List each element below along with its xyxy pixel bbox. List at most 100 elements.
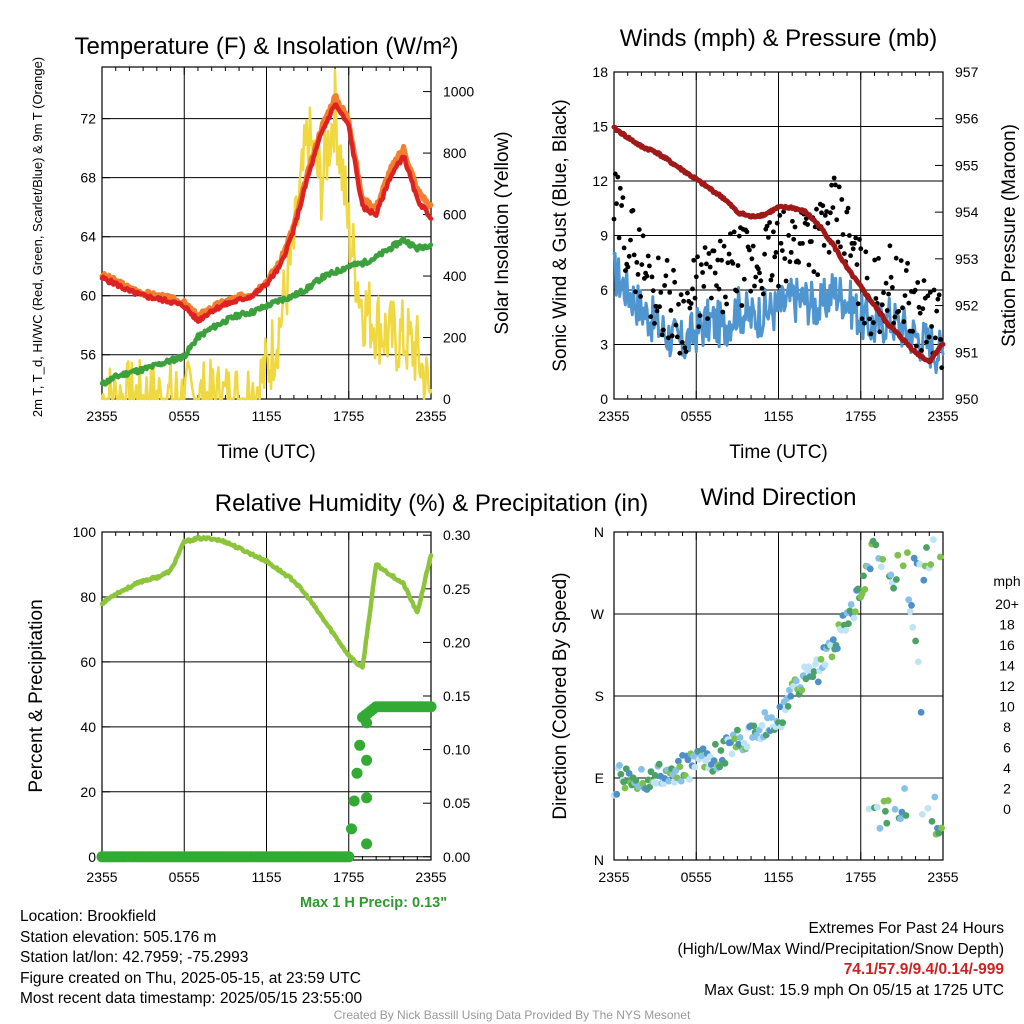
max-precip-annotation: Max 1 H Precip: 0.13" xyxy=(300,895,448,911)
y-tick-label: 20 xyxy=(80,784,96,800)
gust-point xyxy=(863,249,869,255)
gust-point xyxy=(835,239,841,245)
gust-point xyxy=(664,258,670,263)
precip-point xyxy=(361,754,373,766)
y-tick-label: W xyxy=(591,606,605,622)
direction-point xyxy=(632,777,640,784)
y-tick-label: E xyxy=(595,770,604,786)
gust-point xyxy=(681,298,686,304)
gust-point xyxy=(711,248,717,254)
gust-point xyxy=(935,296,941,302)
y2-tick-label: 954 xyxy=(955,204,979,220)
gust-point xyxy=(779,248,785,254)
gust-point xyxy=(771,229,776,235)
gust-point xyxy=(706,251,712,256)
gust-point xyxy=(755,266,761,272)
gust-point xyxy=(836,184,842,190)
precip-point xyxy=(351,767,363,779)
gust-point xyxy=(939,365,945,371)
direction-point xyxy=(712,740,719,748)
x-tick-label: 1155 xyxy=(763,869,793,885)
gust-point xyxy=(903,268,909,273)
x-tick-label: 1155 xyxy=(763,408,793,424)
gust-point xyxy=(717,238,723,244)
series-line xyxy=(99,236,434,387)
plot-frame xyxy=(101,66,432,400)
gust-point xyxy=(663,273,669,279)
direction-point xyxy=(828,653,836,661)
gust-point xyxy=(772,254,778,260)
precip-point xyxy=(361,792,373,804)
y2-tick-label: 950 xyxy=(955,391,979,407)
gust-point xyxy=(805,222,810,227)
gust-point xyxy=(796,259,802,265)
y2-tick-label: 956 xyxy=(955,111,979,127)
station-info: Location: Brookfield Station elevation: … xyxy=(20,907,362,1010)
colorbar-tick-label: 6 xyxy=(1003,739,1011,755)
gust-point xyxy=(696,324,702,330)
y2-tick-label: 0.25 xyxy=(443,581,470,597)
precip-point xyxy=(348,795,360,807)
direction-point xyxy=(904,549,911,556)
gust-point xyxy=(766,235,771,240)
recent-text: Most recent data timestamp: 2025/05/15 2… xyxy=(20,990,363,1008)
gust-point xyxy=(655,255,661,261)
y2-tick-label: 200 xyxy=(443,330,467,346)
gust-point xyxy=(662,283,667,288)
gust-point xyxy=(659,332,665,338)
direction-point xyxy=(743,743,751,751)
direction-point xyxy=(613,790,621,798)
gust-point xyxy=(929,324,934,329)
gust-point xyxy=(649,274,655,280)
direction-point xyxy=(917,709,925,716)
gust-point xyxy=(892,314,898,320)
gust-point xyxy=(884,308,890,313)
gust-point xyxy=(847,233,852,238)
y2-tick-label: 951 xyxy=(955,344,979,360)
direction-point xyxy=(834,645,841,652)
gust-point xyxy=(628,237,633,243)
gust-point xyxy=(716,286,722,292)
gust-point xyxy=(697,313,703,318)
gust-point xyxy=(806,262,812,268)
gust-point xyxy=(783,278,789,284)
y2-axis-label: Solar Insolation (Yellow) xyxy=(492,131,513,334)
gust-point xyxy=(683,349,689,354)
direction-point xyxy=(854,585,862,593)
gust-point xyxy=(921,278,927,283)
gust-point xyxy=(731,229,737,235)
gust-point xyxy=(630,208,636,213)
gust-point xyxy=(781,209,786,215)
gust-point xyxy=(653,303,659,309)
direction-point xyxy=(851,608,859,616)
direction-point xyxy=(646,783,653,791)
gust-point xyxy=(691,257,697,263)
precip-point xyxy=(425,701,437,713)
direction-point xyxy=(910,554,918,562)
x-tick-label: 2355 xyxy=(927,869,958,885)
series-line xyxy=(100,68,433,401)
gust-point xyxy=(621,245,627,251)
direction-point xyxy=(810,668,818,675)
gust-point xyxy=(867,316,872,322)
direction-point xyxy=(924,805,932,812)
gust-point xyxy=(872,257,878,263)
gust-point xyxy=(658,290,664,295)
colorbar-tick-label: 18 xyxy=(999,617,1015,633)
gust-point xyxy=(814,206,819,212)
y-tick-label: 0 xyxy=(88,849,96,865)
gust-point xyxy=(616,235,622,241)
gust-point xyxy=(844,209,850,215)
colorbar-tick-label: 10 xyxy=(999,699,1015,715)
gust-point xyxy=(893,255,899,261)
gust-point xyxy=(749,256,755,262)
direction-point xyxy=(914,658,922,666)
direction-point xyxy=(734,726,741,734)
direction-point xyxy=(787,692,795,700)
precip-point xyxy=(361,717,373,729)
gust-point xyxy=(883,280,889,286)
gust-point xyxy=(906,300,912,306)
direction-point xyxy=(928,818,936,825)
panel-1: 2355 0555 1155 1755 2355 56 60 64 68 72 0 200 400 600… xyxy=(30,33,513,463)
gust-point xyxy=(633,289,638,295)
